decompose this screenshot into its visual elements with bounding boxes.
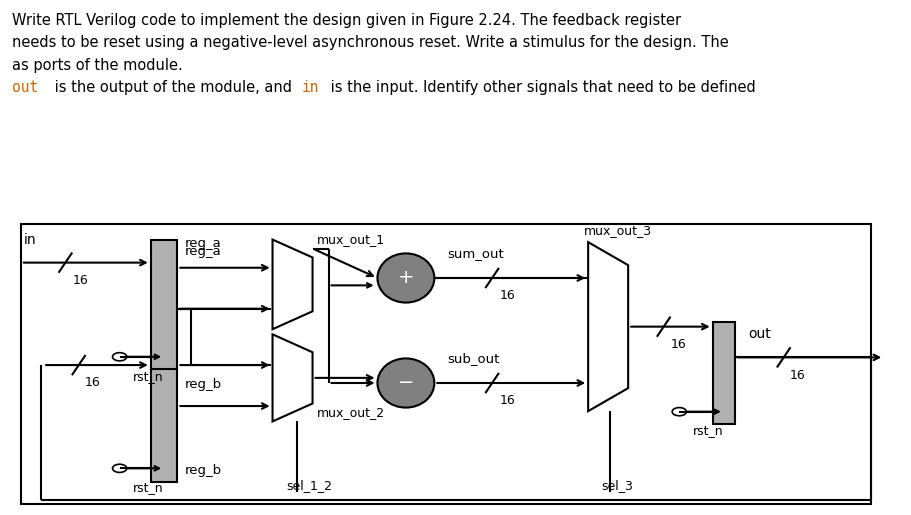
Text: rst_n: rst_n	[133, 481, 164, 494]
Text: 16: 16	[499, 289, 515, 302]
Text: is the output of the module, and: is the output of the module, and	[50, 80, 297, 95]
Text: reg_a: reg_a	[185, 245, 221, 258]
Text: out: out	[12, 80, 38, 95]
Bar	[150, 369, 178, 482]
Polygon shape	[272, 239, 312, 329]
Text: out: out	[748, 327, 771, 341]
Text: reg_a: reg_a	[185, 237, 221, 250]
Text: 16: 16	[499, 394, 515, 407]
Text: mux_out_1: mux_out_1	[317, 233, 385, 246]
Polygon shape	[589, 242, 629, 411]
Text: 16: 16	[73, 274, 88, 287]
Text: 16: 16	[670, 338, 687, 351]
Text: Write RTL Verilog code to implement the design given in Figure 2.24. The feedbac: Write RTL Verilog code to implement the …	[12, 13, 681, 28]
Bar	[150, 239, 178, 373]
Text: reg_b: reg_b	[185, 464, 221, 477]
Text: as ports of the module.: as ports of the module.	[12, 58, 183, 73]
Text: 16: 16	[790, 369, 805, 382]
Polygon shape	[272, 334, 312, 421]
Text: mux_out_2: mux_out_2	[317, 406, 385, 419]
Text: 16: 16	[85, 376, 101, 389]
Ellipse shape	[377, 253, 435, 303]
Text: +: +	[397, 268, 415, 287]
Text: sel_1_2: sel_1_2	[286, 478, 332, 492]
Text: sum_out: sum_out	[447, 247, 505, 260]
Text: sel_3: sel_3	[601, 478, 633, 492]
Text: sub_out: sub_out	[447, 352, 500, 365]
Text: reg_b: reg_b	[185, 379, 221, 391]
Text: rst_n: rst_n	[133, 370, 164, 383]
Text: mux_out_3: mux_out_3	[584, 224, 652, 237]
Text: needs to be reset using a negative-level asynchronous reset. Write a stimulus fo: needs to be reset using a negative-level…	[12, 35, 729, 50]
Text: in: in	[24, 233, 36, 247]
Text: in: in	[302, 80, 319, 95]
Text: rst_n: rst_n	[692, 424, 723, 437]
Bar	[712, 321, 735, 424]
Text: is the input. Identify other signals that need to be defined: is the input. Identify other signals tha…	[326, 80, 755, 95]
Text: −: −	[398, 373, 415, 392]
Ellipse shape	[377, 358, 435, 407]
Bar	[21, 224, 871, 504]
